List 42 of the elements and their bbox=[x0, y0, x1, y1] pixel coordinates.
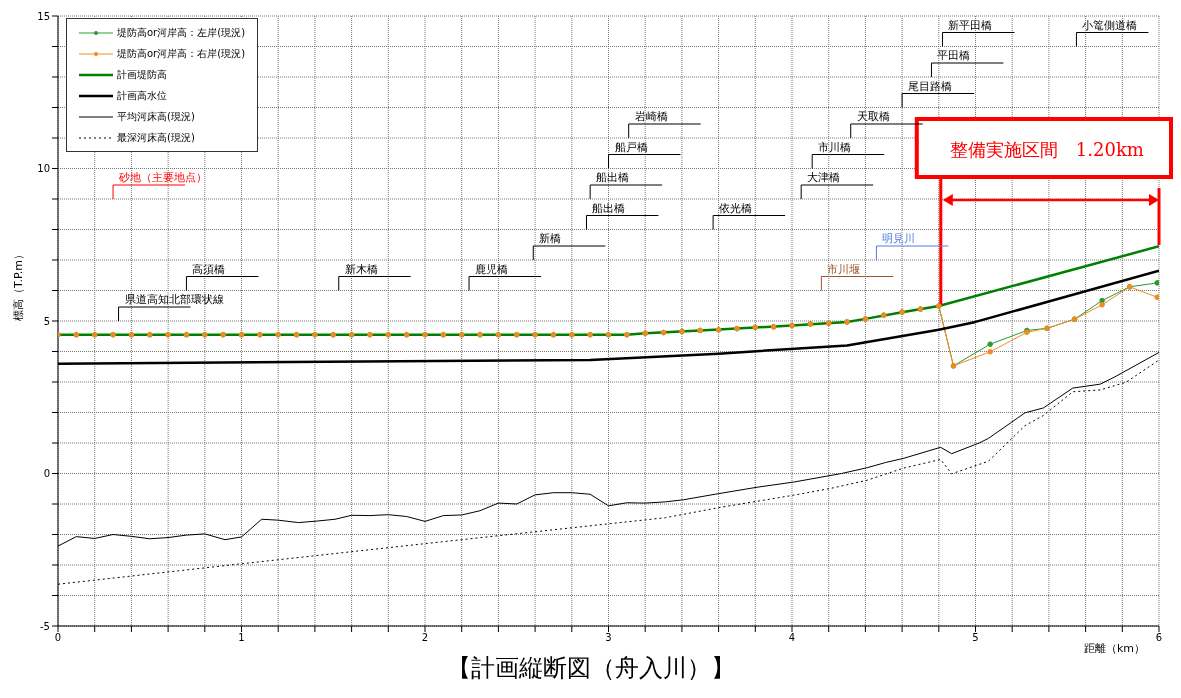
annotation: 新木橋 bbox=[344, 262, 378, 275]
y-tick-label: -5 bbox=[40, 620, 50, 632]
annotation: 依光橋 bbox=[719, 201, 753, 214]
annotation: 尾目路橋 bbox=[908, 79, 953, 92]
x-tick-label: 1 bbox=[238, 632, 245, 644]
x-tick-label: 2 bbox=[421, 632, 429, 644]
y-tick-label: 10 bbox=[37, 163, 50, 175]
legend-label: 堤防高or河岸高：右岸(現況) bbox=[117, 46, 246, 61]
annotation: 新平田橋 bbox=[948, 18, 993, 31]
x-tick-label: 0 bbox=[54, 632, 62, 644]
legend-label: 平均河床高(現況) bbox=[117, 109, 195, 124]
y-tick-label: 5 bbox=[43, 315, 50, 327]
annotation: 砂地（主要地点） bbox=[118, 171, 208, 183]
annotation: 鹿児橋 bbox=[475, 262, 509, 275]
x-tick-label: 3 bbox=[605, 632, 612, 644]
annotation: 市川堰 bbox=[827, 262, 861, 275]
annotation: 市川橋 bbox=[818, 140, 852, 153]
text: 【計画縦断図（舟入川）】 bbox=[446, 654, 735, 682]
annotation: 船戸橋 bbox=[614, 140, 648, 153]
annotation: 岩崎橋 bbox=[634, 110, 668, 122]
annotation: 天取橋 bbox=[856, 110, 890, 122]
x-tick-label: 4 bbox=[788, 632, 796, 644]
y-axis-title: 標高（T.P.m） bbox=[11, 248, 25, 321]
annotation: 船出橋 bbox=[596, 171, 630, 183]
annotation: 新橋 bbox=[539, 232, 562, 244]
legend-label: 計画堤防高 bbox=[117, 67, 167, 82]
y-tick-label: 0 bbox=[43, 468, 50, 480]
annotation: 船出橋 bbox=[592, 201, 626, 214]
x-tick-label: 6 bbox=[1155, 632, 1163, 644]
annotation: 小篭側道橋 bbox=[1082, 18, 1138, 31]
annotation: 明見川 bbox=[882, 232, 916, 244]
annotation: 平田橋 bbox=[937, 49, 971, 61]
legend-label: 堤防高or河岸高：左岸(現況) bbox=[117, 25, 246, 40]
annotation: 高須橋 bbox=[192, 262, 226, 275]
legend-label: 計画高水位 bbox=[117, 88, 167, 103]
annotation: 大津橋 bbox=[807, 171, 841, 183]
x-tick-label: 5 bbox=[972, 632, 979, 644]
y-tick-label: 15 bbox=[37, 10, 50, 22]
annotation: 県道高知北部環状線 bbox=[124, 293, 224, 305]
x-axis-title: 距離（km） bbox=[1083, 642, 1145, 655]
annotation: 整備実施区間 1.20km bbox=[949, 139, 1144, 160]
legend-label: 最深河床高(現況) bbox=[117, 130, 195, 145]
